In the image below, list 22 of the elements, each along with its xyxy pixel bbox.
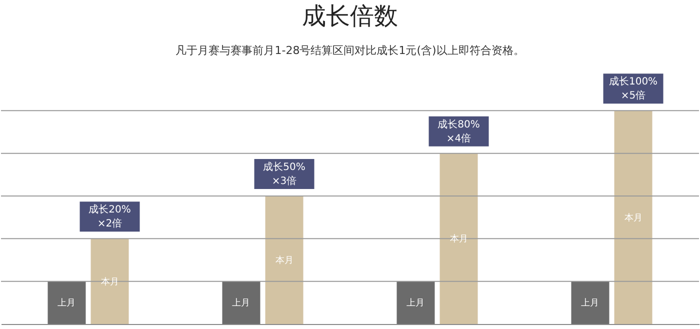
text: 上月 — [406, 298, 425, 309]
bar — [90, 238, 129, 324]
bar — [571, 281, 610, 324]
chart-title: 成长倍数 — [302, 2, 398, 30]
series-label: 上月 — [58, 298, 76, 309]
text: 上月 — [581, 298, 600, 309]
text: 本月 — [450, 234, 468, 245]
text: 成长100% ×5倍 — [608, 76, 658, 102]
series-label: 本月 — [100, 276, 119, 288]
bar — [614, 110, 652, 324]
text: 本月 — [275, 256, 294, 266]
bar — [222, 281, 260, 324]
annotation: 成长80% ×4倍 — [438, 118, 480, 144]
annotation: 成长50% ×3倍 — [263, 161, 306, 187]
bar — [396, 281, 435, 324]
bar — [48, 281, 86, 324]
bar — [440, 153, 478, 324]
bar — [265, 196, 304, 324]
text: 本月 — [624, 213, 642, 224]
annotation: 成长20% ×2倍 — [88, 204, 131, 230]
chart-subtitle: 凡于月赛与赛事前月1-28号结算区间对比成长1元(含)以上即符合资格。 — [176, 44, 524, 57]
text: 上月 — [232, 298, 250, 309]
